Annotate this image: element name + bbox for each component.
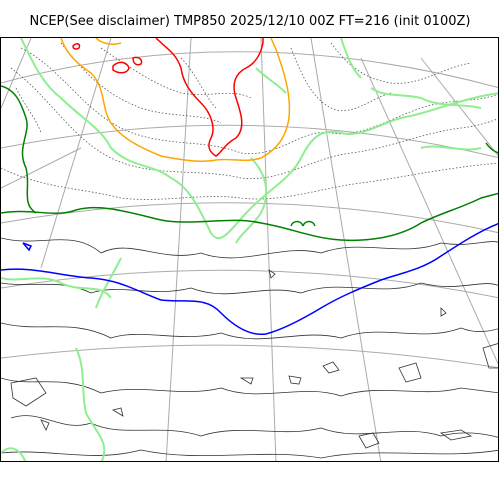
island <box>398 362 422 383</box>
island <box>439 429 473 441</box>
coastline <box>1 237 498 259</box>
isotherms-green <box>1 85 498 242</box>
coastline <box>1 377 498 397</box>
isotherm <box>155 38 264 157</box>
isotherm <box>330 42 472 84</box>
island <box>10 377 47 407</box>
meridian <box>260 38 277 461</box>
island <box>40 419 50 431</box>
graticule <box>1 38 498 461</box>
isotherms-red <box>72 38 264 157</box>
map-panel <box>0 37 499 462</box>
isotherm <box>255 67 287 94</box>
latitude-circle <box>1 344 498 369</box>
latitude-circle <box>1 202 498 234</box>
coastline <box>1 322 498 340</box>
coastline <box>10 415 498 438</box>
meridian <box>420 57 498 157</box>
coastline <box>1 449 498 459</box>
isotherm <box>95 257 122 309</box>
isotherm <box>60 42 222 124</box>
isotherm <box>485 142 498 154</box>
island <box>239 377 254 385</box>
meridian <box>40 38 112 269</box>
isotherm <box>1 222 498 336</box>
isotherm <box>340 38 362 79</box>
island <box>268 269 276 279</box>
isotherm <box>1 447 27 461</box>
meridian <box>1 147 82 189</box>
latitude-circle <box>1 51 498 88</box>
isotherm <box>235 157 268 244</box>
isotherm <box>60 38 291 162</box>
island <box>440 307 447 317</box>
isotherm <box>420 145 482 151</box>
meridian <box>360 57 498 365</box>
meridian <box>310 38 382 461</box>
map-canvas <box>1 38 498 461</box>
isotherm <box>1 85 37 214</box>
isotherm <box>1 277 112 299</box>
map-title: NCEP(See disclaimer) TMP850 2025/12/10 0… <box>29 14 471 29</box>
isotherm <box>10 67 498 180</box>
isotherm <box>290 220 316 227</box>
latitude-circle <box>1 269 498 299</box>
isotherm <box>20 47 498 154</box>
isotherm <box>1 192 498 242</box>
island <box>482 343 498 369</box>
isotherm <box>290 47 392 112</box>
latitude-circle <box>1 124 498 159</box>
isotherm-loop <box>132 56 143 66</box>
isotherm-loop <box>22 242 33 252</box>
isotherm-loop <box>112 61 130 74</box>
isotherms-lightgreen <box>1 38 498 461</box>
isotherm <box>1 162 498 200</box>
island <box>111 407 124 417</box>
isotherm <box>20 38 498 240</box>
meridian <box>165 38 192 461</box>
isotherm <box>75 347 106 461</box>
coastlines <box>1 237 498 459</box>
isotherm <box>95 38 122 45</box>
isotherm <box>370 87 482 109</box>
isotherm <box>180 57 217 109</box>
island <box>322 361 340 374</box>
coastline <box>1 282 498 295</box>
isotherms-blue <box>1 222 498 336</box>
island <box>358 432 380 449</box>
isotherms-orange <box>60 38 291 162</box>
island <box>288 375 302 385</box>
isotherm-loop <box>72 43 81 50</box>
isotherm <box>15 87 42 134</box>
